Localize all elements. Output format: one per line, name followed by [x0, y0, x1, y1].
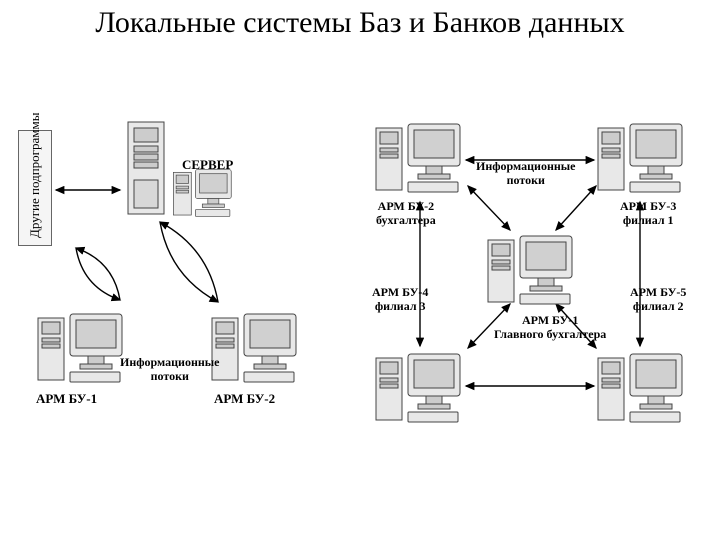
label-flows_right: Информационные потоки — [476, 160, 576, 188]
node-side_rect: Другие подпрограммы — [18, 130, 52, 246]
arrow-2 — [76, 248, 120, 300]
node-r_bu3 — [596, 120, 686, 196]
node-left_arm1 — [36, 310, 126, 386]
node-left_arm2 — [210, 310, 300, 386]
page-title: Локальные системы Баз и Банков данных — [0, 6, 720, 41]
node-r_bu2 — [374, 120, 464, 196]
label-arm2: АРМ БУ-2 — [214, 392, 275, 407]
node-server_tower — [126, 120, 166, 216]
node-r_bu4 — [374, 350, 464, 426]
diagram-stage: Другие подпрограммы — [0, 90, 720, 540]
label-arm_bu2_buh: АРМ БУ-2 бухгалтера — [376, 200, 436, 228]
label-arm_bu1_gl: АРМ БУ-1 Главного бухгалтера — [494, 314, 606, 342]
label-arm1: АРМ БУ-1 — [36, 392, 97, 407]
arrow-9 — [468, 186, 510, 230]
label-arm_bu3_f1: АРМ БУ-3 филиал 1 — [620, 200, 676, 228]
label-server: СЕРВЕР — [182, 158, 233, 173]
arrow-3 — [160, 222, 218, 302]
node-r_center — [486, 232, 576, 308]
arrow-4 — [160, 222, 218, 302]
label-flows_left: Информационные потоки — [120, 356, 220, 384]
label-arm_bu4_f3: АРМ БУ-4 филиал 3 — [372, 286, 428, 314]
arrow-1 — [76, 248, 120, 300]
label-arm_bu5_f2: АРМ БУ-5 филиал 2 — [630, 286, 686, 314]
node-r_bu5 — [596, 350, 686, 426]
side-label: Другие подпрограммы — [27, 138, 43, 238]
arrow-10 — [556, 186, 596, 230]
